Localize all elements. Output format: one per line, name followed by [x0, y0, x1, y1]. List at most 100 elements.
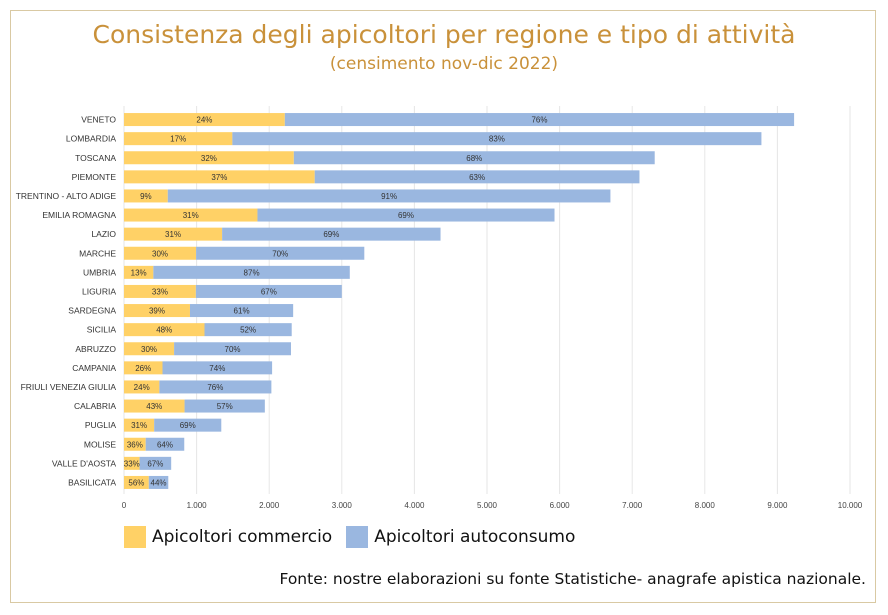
bar-segment-autoconsumo	[195, 284, 342, 298]
category-label: LAZIO	[91, 229, 116, 239]
bar-segment-commercio	[124, 323, 205, 337]
bar-segment-commercio	[124, 399, 185, 413]
category-label: VENETO	[81, 115, 116, 125]
category-label: ABRUZZO	[75, 344, 116, 354]
bar-segment-autoconsumo	[232, 132, 762, 146]
data-label-autoconsumo: 67%	[147, 459, 163, 468]
legend-swatch-autoconsumo	[346, 526, 369, 548]
bar-segment-commercio	[124, 132, 233, 146]
x-tick-label: 9.000	[767, 501, 788, 510]
category-label: PUGLIA	[85, 420, 117, 430]
chart-subtitle: (censimento nov-dic 2022)	[329, 54, 559, 74]
data-label-autoconsumo: 44%	[151, 478, 167, 487]
category-label: FRIULI VENEZIA GIULIA	[21, 382, 117, 392]
legend-item-commercio: Apicoltori commercio	[124, 526, 332, 548]
data-label-autoconsumo: 70%	[272, 249, 288, 258]
data-label-commercio: 31%	[131, 421, 147, 430]
data-label-commercio: 32%	[201, 154, 217, 163]
x-tick-label: 6.000	[550, 501, 571, 510]
bar-segment-autoconsumo	[204, 323, 292, 337]
data-label-commercio: 39%	[149, 307, 165, 316]
bar-segment-autoconsumo	[139, 456, 172, 470]
data-label-autoconsumo: 69%	[180, 421, 196, 430]
data-label-autoconsumo: 87%	[244, 268, 260, 277]
bar-segment-autoconsumo	[154, 418, 222, 432]
bar-segment-commercio	[124, 170, 315, 184]
data-label-commercio: 56%	[128, 478, 144, 487]
bar-segment-commercio	[124, 151, 294, 165]
data-label-autoconsumo: 74%	[209, 364, 225, 373]
x-tick-label: 10.000	[838, 501, 863, 510]
data-label-autoconsumo: 64%	[157, 440, 173, 449]
data-label-autoconsumo: 61%	[234, 307, 250, 316]
legend-swatch-commercio	[124, 526, 146, 548]
bar-segment-autoconsumo	[257, 208, 555, 222]
x-tick-label: 8.000	[695, 501, 716, 510]
data-label-commercio: 43%	[146, 402, 162, 411]
bar-segment-autoconsumo	[153, 265, 350, 279]
bar-segment-autoconsumo	[148, 475, 169, 489]
data-label-commercio: 36%	[127, 440, 143, 449]
bar-segment-commercio	[124, 227, 223, 241]
bar-segment-commercio	[124, 304, 190, 318]
x-tick-label: 4.000	[404, 501, 425, 510]
bar-segment-autoconsumo	[145, 437, 185, 451]
category-label: BASILICATA	[68, 477, 116, 487]
data-label-commercio: 17%	[170, 135, 186, 144]
source-note: Fonte: nostre elaborazioni su fonte Stat…	[279, 570, 866, 588]
category-label: MARCHE	[79, 248, 116, 258]
bar-segment-commercio	[124, 361, 163, 375]
data-label-autoconsumo: 57%	[217, 402, 233, 411]
bar-segment-autoconsumo	[174, 342, 291, 356]
data-label-commercio: 24%	[196, 116, 212, 125]
data-label-autoconsumo: 69%	[323, 230, 339, 239]
data-label-commercio: 31%	[165, 230, 181, 239]
category-label: CAMPANIA	[72, 363, 116, 373]
data-label-commercio: 9%	[140, 192, 152, 201]
bar-segment-commercio	[124, 418, 155, 432]
data-label-commercio: 13%	[131, 268, 147, 277]
category-label: SICILIA	[87, 325, 117, 335]
bar-segment-commercio	[124, 380, 160, 394]
data-label-autoconsumo: 76%	[207, 383, 223, 392]
category-label: VALLE D'AOSTA	[52, 458, 116, 468]
bar-segment-autoconsumo	[314, 170, 640, 184]
data-label-autoconsumo: 63%	[469, 173, 485, 182]
x-tick-label: 3.000	[332, 501, 353, 510]
bar-segment-autoconsumo	[222, 227, 441, 241]
legend-label-autoconsumo: Apicoltori autoconsumo	[374, 527, 576, 547]
category-label: LIGURIA	[82, 286, 116, 296]
category-label: TOSCANA	[75, 153, 116, 163]
category-label: LOMBARDIA	[66, 134, 116, 144]
data-label-autoconsumo: 69%	[398, 211, 414, 220]
bar-segment-autoconsumo	[162, 361, 273, 375]
data-label-commercio: 31%	[183, 211, 199, 220]
bar-segment-commercio	[124, 113, 285, 127]
bar-segment-autoconsumo	[184, 399, 265, 413]
data-label-autoconsumo: 83%	[489, 135, 505, 144]
bar-segment-commercio	[124, 456, 140, 470]
bar-segment-autoconsumo	[196, 246, 365, 260]
bar-segment-commercio	[124, 208, 258, 222]
category-label: CALABRIA	[74, 401, 116, 411]
bar-segment-commercio	[124, 265, 154, 279]
legend-label-commercio: Apicoltori commercio	[152, 527, 333, 547]
bar-segment-commercio	[124, 284, 196, 298]
bar-segment-commercio	[124, 437, 146, 451]
category-label: UMBRIA	[83, 267, 116, 277]
category-label: PIEMONTE	[72, 172, 117, 182]
legend-item-autoconsumo: Apicoltori autoconsumo	[346, 526, 575, 548]
data-label-commercio: 30%	[152, 249, 168, 258]
data-label-autoconsumo: 68%	[466, 154, 482, 163]
data-label-autoconsumo: 76%	[531, 116, 547, 125]
category-label: EMILIA ROMAGNA	[42, 210, 116, 220]
bar-segment-autoconsumo	[189, 304, 294, 318]
category-label: MOLISE	[84, 439, 116, 449]
data-label-autoconsumo: 67%	[261, 287, 277, 296]
bar-segment-commercio	[124, 246, 197, 260]
bar-segment-autoconsumo	[284, 113, 795, 127]
data-label-commercio: 26%	[135, 364, 151, 373]
data-label-autoconsumo: 52%	[240, 326, 256, 335]
category-label: TRENTINO - ALTO ADIGE	[16, 191, 117, 201]
category-label: SARDEGNA	[68, 306, 116, 316]
